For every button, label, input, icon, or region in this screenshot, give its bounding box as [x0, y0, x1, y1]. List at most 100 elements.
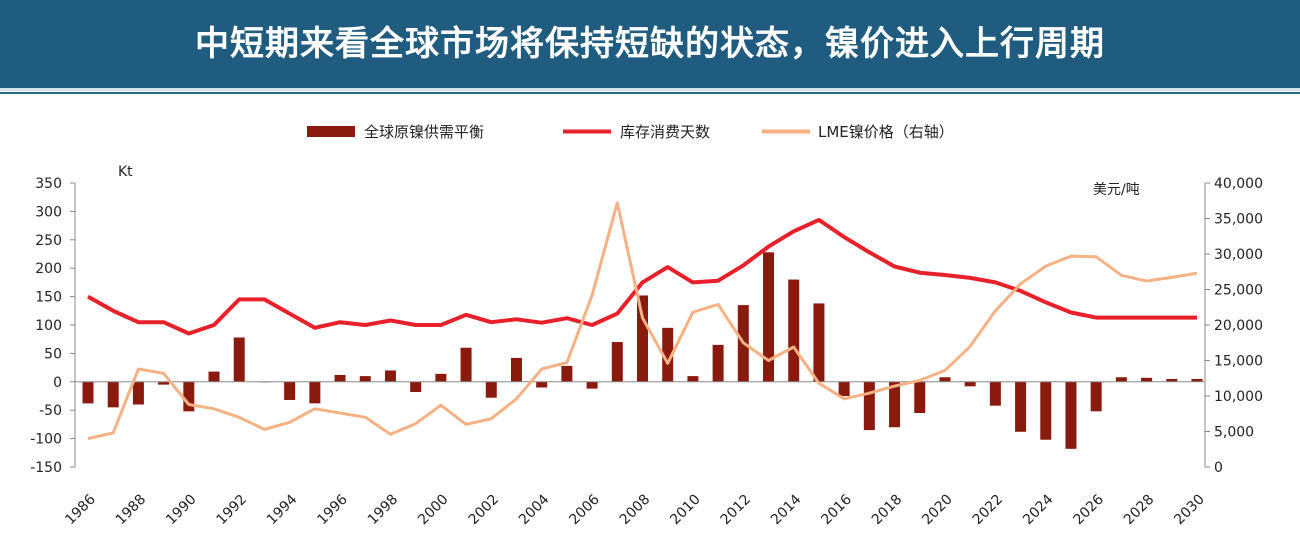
left-tick-label: 100 [35, 318, 62, 334]
right-tick-label: 10,000 [1214, 389, 1263, 405]
balance-bar [1115, 377, 1127, 382]
x-tick-label: 2018 [869, 492, 906, 529]
balance-bar [586, 381, 598, 389]
left-tick-label: 300 [35, 204, 62, 220]
balance-bar [838, 381, 850, 396]
balance-bar [813, 303, 825, 382]
right-tick-label: 20,000 [1214, 318, 1263, 334]
balance-bar [939, 377, 951, 382]
balance-bar [989, 381, 1001, 406]
balance-bar [334, 374, 346, 382]
legend-label-price: LME镍价格（右轴） [818, 123, 954, 141]
x-tick-label: 1988 [113, 492, 150, 529]
right-tick-label: 35,000 [1214, 212, 1263, 228]
x-tick-label: 2008 [617, 492, 654, 529]
balance-bar [763, 252, 775, 382]
balance-bar [687, 376, 699, 382]
balance-bar [233, 337, 245, 382]
balance-bar [1191, 378, 1203, 382]
left-tick-label: 250 [35, 233, 62, 249]
x-tick-label: 1992 [214, 492, 251, 529]
balance-bar [485, 381, 497, 398]
x-tick-label: 2030 [1171, 492, 1208, 529]
x-tick-label: 2016 [818, 491, 855, 528]
x-tick-label: 2026 [1070, 491, 1107, 528]
left-tick-label: 350 [35, 176, 62, 192]
x-tick-label: 2012 [718, 492, 755, 529]
x-tick-label: 2014 [768, 491, 805, 528]
x-tick-label: 2000 [415, 492, 452, 529]
header-banner [0, 0, 1300, 88]
x-tick-label: 2004 [516, 491, 553, 528]
balance-bar [1166, 378, 1178, 382]
balance-bar [183, 381, 195, 412]
right-axis-unit: 美元/吨 [1093, 182, 1140, 198]
left-tick-label: 150 [35, 290, 62, 306]
balance-bar [1141, 377, 1153, 382]
balance-bar [712, 344, 724, 382]
legend-label-inventory: 库存消费天数 [620, 123, 710, 141]
nickel-chart: 全球原镍供需平衡 库存消费天数 LME镍价格（右轴） Kt 美元/吨 350 30… [30, 123, 1263, 528]
right-tick-label: 0 [1214, 460, 1223, 476]
balance-bar [889, 381, 901, 428]
balance-bar [132, 381, 144, 405]
balance-bar [410, 381, 422, 393]
balance-bar [460, 347, 472, 382]
x-tick-label: 2020 [919, 492, 956, 529]
x-tick-label: 2022 [970, 492, 1007, 529]
balance-bar [284, 381, 296, 400]
balance-bar [536, 381, 548, 388]
page-title: 中短期来看全球市场将保持短缺的状态，镍价进入上行周期 [195, 24, 1105, 64]
x-tick-label: 2006 [566, 491, 603, 528]
legend-label-balance: 全球原镍供需平衡 [364, 123, 484, 141]
balance-bar [561, 365, 573, 382]
left-tick-label: -100 [30, 432, 62, 448]
balance-bar [662, 327, 674, 382]
inventory-days-line [87, 217, 1197, 336]
header-divider-dark [0, 92, 1300, 94]
balance-bar [158, 381, 170, 385]
left-tick-label: 200 [35, 261, 62, 277]
left-axis-ticks: 350 300 250 200 150 100 50 0 -50 -100 -150 [30, 176, 75, 476]
x-tick-label: 1990 [163, 492, 200, 529]
x-tick-label: 2002 [466, 492, 503, 529]
chart-legend: 全球原镍供需平衡 库存消费天数 LME镍价格（右轴） [307, 123, 954, 141]
balance-bar [1040, 381, 1052, 440]
balance-bar [384, 370, 396, 382]
balance-bar [208, 371, 220, 382]
lme-price-line [87, 201, 1198, 441]
left-tick-label: -150 [30, 460, 62, 476]
balance-bar [637, 295, 648, 382]
x-tick-label: 1986 [62, 491, 99, 528]
header-divider-light [0, 88, 1300, 91]
balance-bar [1090, 381, 1102, 412]
balance-bar [863, 381, 875, 431]
balance-bar [788, 279, 800, 382]
balance-bar [107, 381, 119, 408]
x-tick-label: 2024 [1020, 491, 1057, 528]
balance-bars [82, 252, 1203, 449]
x-tick-label: 1996 [314, 491, 351, 528]
right-tick-label: 40,000 [1214, 176, 1263, 192]
balance-bar [510, 357, 522, 382]
balance-bar [435, 373, 447, 382]
right-tick-label: 30,000 [1214, 247, 1263, 263]
balance-bar [309, 381, 321, 404]
balance-bar [1065, 381, 1077, 449]
right-tick-label: 15,000 [1214, 354, 1263, 370]
x-tick-label: 1994 [264, 491, 301, 528]
balance-bar [359, 376, 371, 382]
right-tick-label: 5,000 [1214, 425, 1254, 441]
left-axis-unit: Kt [118, 164, 133, 180]
x-tick-label: 2028 [1121, 492, 1158, 529]
balance-bar [1015, 381, 1027, 432]
legend-swatch-balance [307, 126, 355, 137]
balance-bar [914, 381, 926, 414]
right-tick-label: 25,000 [1214, 283, 1263, 299]
balance-bar [964, 381, 976, 387]
x-tick-label: 2010 [667, 492, 704, 529]
balance-bar [611, 342, 623, 382]
x-axis-ticks: 1986 1988 1990 1992 1994 1996 1998 2000 2002 2004… [62, 491, 1208, 528]
left-tick-label: 0 [53, 375, 62, 391]
right-axis-ticks: 40,000 35,000 30,000 25,000 20,000 15,000 10,0… [1205, 176, 1263, 476]
